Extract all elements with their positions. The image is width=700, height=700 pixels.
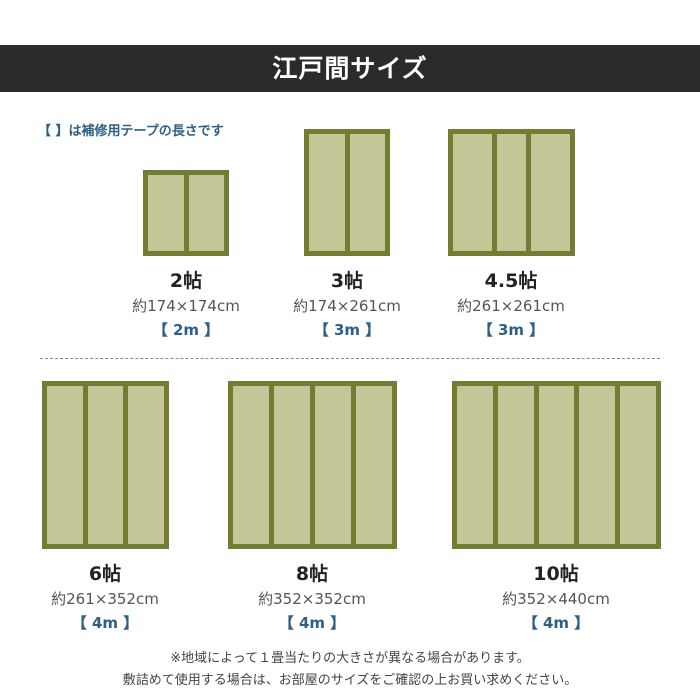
footer-note-2: 敷詰めて使用する場合は、お部屋のサイズをご確認の上お買い求めください。 — [122, 673, 578, 688]
divider — [40, 358, 660, 359]
mat-6jo — [42, 381, 169, 549]
mat-2jo — [143, 170, 229, 256]
tatami-panel — [315, 386, 351, 544]
mat-3jo — [304, 129, 390, 256]
tatami-panel — [497, 386, 534, 544]
label-10jo: 10帖 約352×440cm 【 4m 】 — [502, 563, 610, 632]
tatami-panel — [47, 386, 83, 544]
tatami-panel — [453, 134, 492, 251]
label-4-5jo: 4.5帖 約261×261cm 【 3m 】 — [457, 270, 565, 339]
tatami-panel — [538, 386, 575, 544]
tatami-panel — [457, 386, 493, 544]
tatami-panel — [148, 175, 184, 251]
tatami-panel — [309, 134, 345, 251]
mat-10jo — [452, 381, 661, 549]
tatami-panel — [274, 386, 310, 544]
tatami-panel — [233, 386, 269, 544]
tatami-panel — [620, 386, 656, 544]
tatami-panel — [531, 134, 570, 251]
tatami-panel — [128, 386, 165, 544]
label-2jo: 2帖 約174×174cm 【 2m 】 — [132, 270, 240, 339]
label-8jo: 8帖 約352×352cm 【 4m 】 — [258, 563, 366, 632]
tape-note: 【 】は補修用テープの長さです — [38, 124, 224, 139]
label-3jo: 3帖 約174×261cm 【 3m 】 — [293, 270, 401, 339]
tatami-panel — [356, 386, 392, 544]
tatami-panel — [496, 134, 527, 251]
tatami-panel — [188, 175, 224, 251]
mat-8jo — [228, 381, 397, 549]
tatami-panel — [349, 134, 385, 251]
mat-4-5jo — [448, 129, 575, 256]
page-title: 江戸間サイズ — [0, 45, 700, 92]
label-6jo: 6帖 約261×352cm 【 4m 】 — [51, 563, 159, 632]
tatami-panel — [579, 386, 616, 544]
tatami-panel — [87, 386, 124, 544]
footer-note-1: ※地域によって１畳当たりの大きさが異なる場合があります。 — [170, 651, 530, 666]
